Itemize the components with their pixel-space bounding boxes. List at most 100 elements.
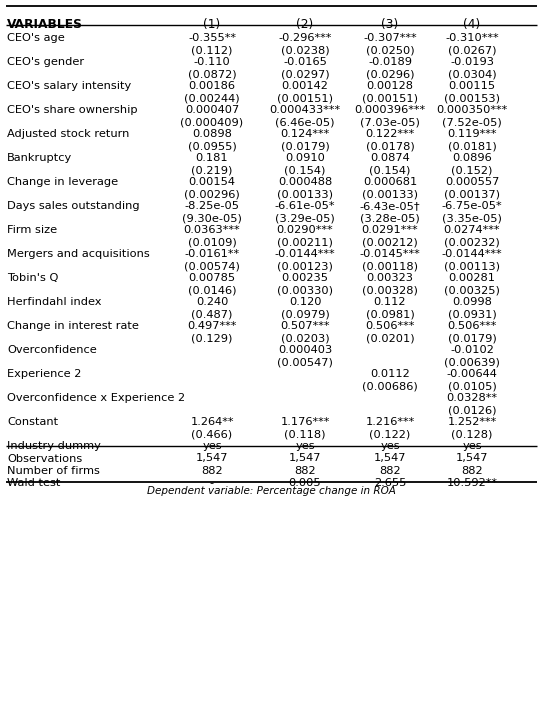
Text: (0.00330): (0.00330): [277, 285, 333, 295]
Text: -0.310***: -0.310***: [445, 33, 499, 43]
Text: 0.000433***: 0.000433***: [269, 105, 340, 115]
Text: Number of firms: Number of firms: [7, 466, 100, 476]
Text: Dependent variable: Percentage change in ROA: Dependent variable: Percentage change in…: [147, 487, 396, 497]
Text: Overconfidence x Experience 2: Overconfidence x Experience 2: [7, 393, 185, 403]
Text: 0.0896: 0.0896: [452, 153, 492, 163]
Text: 0.120: 0.120: [289, 297, 321, 307]
Text: CEO's share ownership: CEO's share ownership: [7, 105, 137, 115]
Text: (0.00133): (0.00133): [277, 189, 333, 199]
Text: (0.0201): (0.0201): [365, 334, 414, 344]
Text: Adjusted stock return: Adjusted stock return: [7, 129, 129, 139]
Text: 0.00323: 0.00323: [367, 273, 414, 283]
Text: (9.30e-05): (9.30e-05): [182, 214, 242, 224]
Text: 0.506***: 0.506***: [365, 321, 415, 331]
Text: -0.355**: -0.355**: [188, 33, 236, 43]
Text: (3.35e-05): (3.35e-05): [442, 214, 502, 224]
Text: (2): (2): [296, 18, 314, 31]
Text: (0.0304): (0.0304): [447, 69, 496, 79]
Text: 0.00154: 0.00154: [188, 177, 236, 187]
Text: (0.0178): (0.0178): [365, 142, 414, 152]
Text: 0.0112: 0.0112: [370, 369, 410, 379]
Text: (0.0297): (0.0297): [281, 69, 329, 79]
Text: (0.0203): (0.0203): [281, 334, 329, 344]
Text: 0.00186: 0.00186: [188, 81, 236, 91]
Text: (0.0109): (0.0109): [188, 238, 236, 248]
Text: -0.0144***: -0.0144***: [441, 249, 502, 259]
Text: (0.00151): (0.00151): [362, 94, 418, 103]
Text: 0.0291***: 0.0291***: [362, 225, 418, 235]
Text: 882: 882: [201, 466, 223, 476]
Text: 882: 882: [379, 466, 401, 476]
Text: (0.00325): (0.00325): [444, 285, 500, 295]
Text: (0.0979): (0.0979): [281, 310, 330, 320]
Text: Observations: Observations: [7, 453, 82, 464]
Text: (0.0250): (0.0250): [365, 45, 414, 56]
Text: 882: 882: [294, 466, 316, 476]
Text: (0.112): (0.112): [191, 45, 233, 56]
Text: -8.25e-05: -8.25e-05: [185, 201, 239, 211]
Text: (0.0267): (0.0267): [448, 45, 496, 56]
Text: (0.487): (0.487): [191, 310, 233, 320]
Text: 0.000407: 0.000407: [185, 105, 239, 115]
Text: Tobin's Q: Tobin's Q: [7, 273, 59, 283]
Text: CEO's salary intensity: CEO's salary intensity: [7, 81, 131, 91]
Text: -: -: [210, 479, 214, 489]
Text: (0.00686): (0.00686): [362, 381, 418, 391]
Text: 0.0998: 0.0998: [452, 297, 492, 307]
Text: -0.00644: -0.00644: [446, 369, 497, 379]
Text: CEO's gender: CEO's gender: [7, 57, 84, 67]
Text: 0.506***: 0.506***: [447, 321, 497, 331]
Text: Mergers and acquisitions: Mergers and acquisitions: [7, 249, 150, 259]
Text: 1.252***: 1.252***: [447, 417, 497, 427]
Text: 0.000557: 0.000557: [445, 177, 499, 187]
Text: 0.00281: 0.00281: [449, 273, 496, 283]
Text: (0.0179): (0.0179): [447, 334, 496, 344]
Text: (0.00547): (0.00547): [277, 357, 333, 367]
Text: yes: yes: [202, 441, 222, 451]
Text: (0.00211): (0.00211): [277, 238, 333, 248]
Text: 1.264**: 1.264**: [190, 417, 233, 427]
Text: (0.00153): (0.00153): [444, 94, 500, 103]
Text: 1,547: 1,547: [195, 453, 228, 464]
Text: (1): (1): [204, 18, 220, 31]
Text: 0.00235: 0.00235: [281, 273, 329, 283]
Text: (0.0126): (0.0126): [448, 406, 496, 415]
Text: 0.497***: 0.497***: [187, 321, 237, 331]
Text: yes: yes: [295, 441, 315, 451]
Text: -6.43e-05†: -6.43e-05†: [359, 201, 420, 211]
Text: 0.181: 0.181: [195, 153, 228, 163]
Text: 0.0910: 0.0910: [285, 153, 325, 163]
Text: -0.0193: -0.0193: [450, 57, 494, 67]
Text: (0.000409): (0.000409): [180, 118, 244, 128]
Text: -0.0102: -0.0102: [450, 345, 494, 355]
Text: (7.03e-05): (7.03e-05): [360, 118, 420, 128]
Text: Bankruptcy: Bankruptcy: [7, 153, 72, 163]
Text: 0.00128: 0.00128: [367, 81, 414, 91]
Text: (0.00123): (0.00123): [277, 261, 333, 271]
Text: 0.119***: 0.119***: [447, 129, 497, 139]
Text: (0.0179): (0.0179): [281, 142, 330, 152]
Text: (0.219): (0.219): [191, 165, 233, 175]
Text: Constant: Constant: [7, 417, 58, 427]
Text: CEO's age: CEO's age: [7, 33, 65, 43]
Text: (3.29e-05): (3.29e-05): [275, 214, 335, 224]
Text: (0.0238): (0.0238): [281, 45, 329, 56]
Text: (7.52e-05): (7.52e-05): [442, 118, 502, 128]
Text: -0.0161**: -0.0161**: [185, 249, 239, 259]
Text: (0.129): (0.129): [191, 334, 233, 344]
Text: 882: 882: [461, 466, 483, 476]
Text: 0.00115: 0.00115: [449, 81, 496, 91]
Text: (0.0931): (0.0931): [447, 310, 496, 320]
Text: Days sales outstanding: Days sales outstanding: [7, 201, 140, 211]
Text: (0.154): (0.154): [285, 165, 326, 175]
Text: (0.00244): (0.00244): [184, 94, 240, 103]
Text: (0.00212): (0.00212): [362, 238, 418, 248]
Text: (0.152): (0.152): [451, 165, 493, 175]
Text: -6.61e-05*: -6.61e-05*: [275, 201, 335, 211]
Text: -0.307***: -0.307***: [363, 33, 417, 43]
Text: -0.0144***: -0.0144***: [275, 249, 336, 259]
Text: 0.000396***: 0.000396***: [355, 105, 426, 115]
Text: 0.000403: 0.000403: [278, 345, 332, 355]
Text: 0.122***: 0.122***: [365, 129, 415, 139]
Text: (3.28e-05): (3.28e-05): [360, 214, 420, 224]
